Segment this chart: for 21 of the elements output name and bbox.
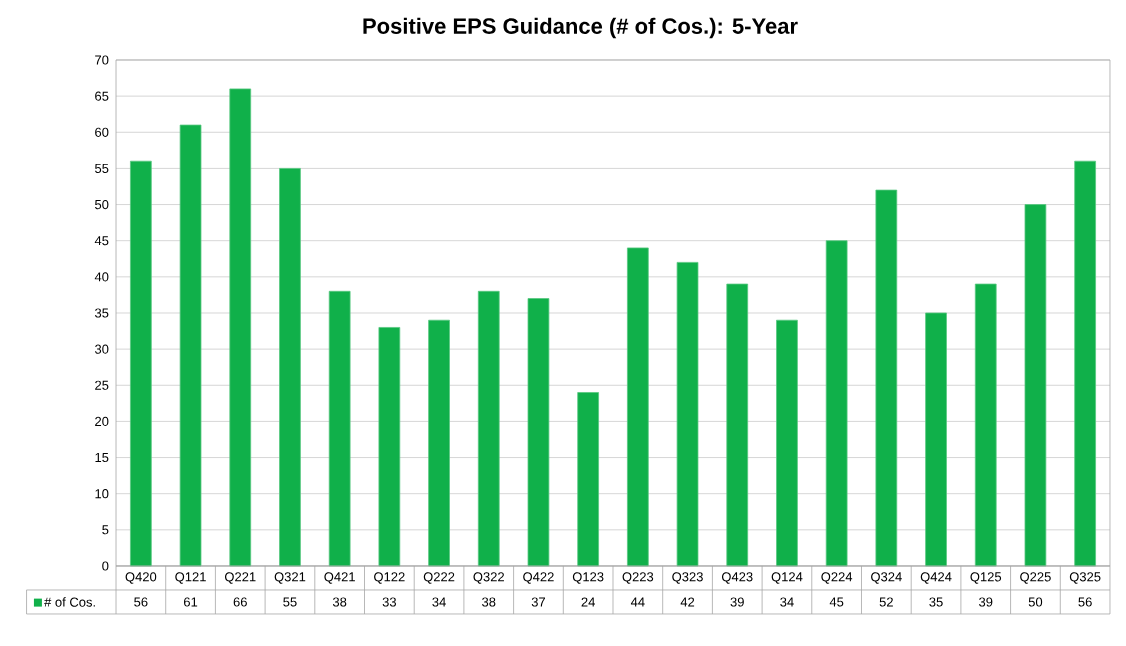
bar [428,319,450,567]
bar [577,392,599,567]
bar [925,312,947,567]
bar [1024,204,1047,567]
bar [378,327,401,567]
bar [776,319,798,567]
bar [279,168,301,567]
bar [974,283,997,567]
bar [477,290,500,567]
bar [130,160,152,567]
bar [328,290,351,567]
bar [875,189,898,567]
bar [726,283,749,567]
bar [676,261,699,567]
bar [229,88,252,567]
bar [1074,160,1096,567]
bar [825,240,848,567]
bar [527,298,550,567]
chart-title: Positive EPS Guidance (# of Cos.): 5-Year [363,17,798,39]
bar [627,247,649,567]
bar [179,124,202,567]
